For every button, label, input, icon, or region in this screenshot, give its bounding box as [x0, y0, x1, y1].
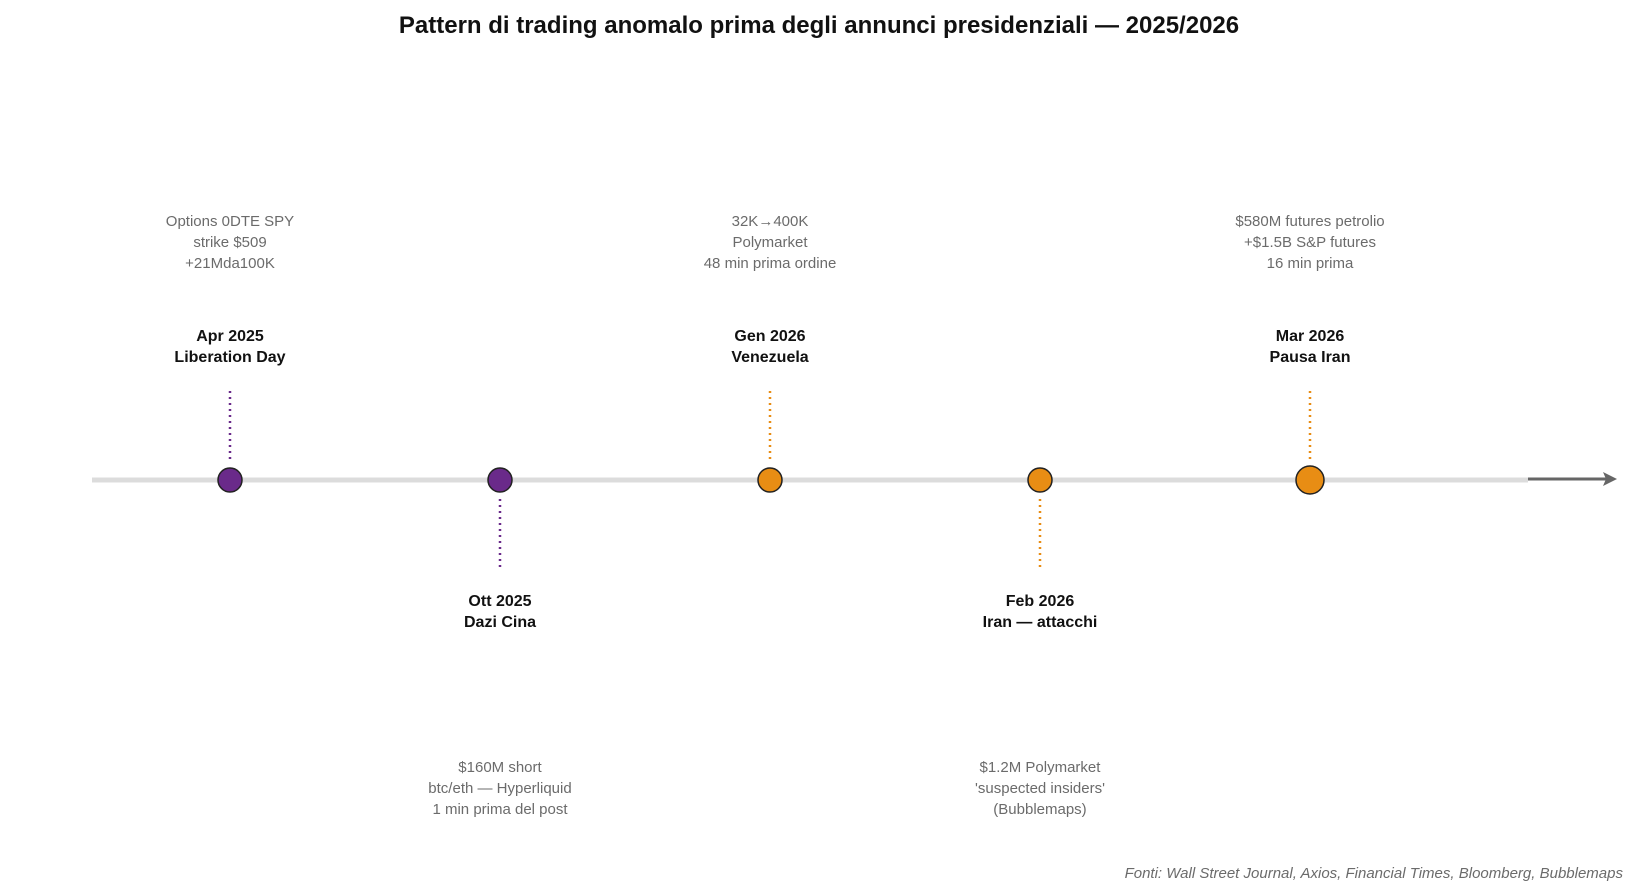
- event-detail-line: $580M futures petrolio: [1235, 213, 1384, 230]
- event-date: Ott 2025: [468, 593, 531, 610]
- event-detail-line: 1 min prima del post: [432, 801, 568, 818]
- event-date: Apr 2025: [196, 328, 264, 345]
- event-detail-line: 32K→400K: [732, 213, 809, 230]
- event-date: Gen 2026: [734, 328, 805, 345]
- event-detail-line: btc/eth — Hyperliquid: [428, 780, 571, 797]
- event-detail-line: 16 min prima: [1267, 255, 1354, 272]
- event-marker: [757, 467, 783, 493]
- events-layer: Apr 2025 Liberation Day Options 0DTE SPY st…: [166, 213, 1385, 818]
- event-pausa-iran: Mar 2026 Pausa Iran $580M futures petrolio…: [1235, 213, 1385, 495]
- event-detail-line: +21Mda100K: [185, 255, 275, 272]
- event-name: Iran — attacchi: [983, 614, 1098, 631]
- event-detail-line: Polymarket: [732, 234, 808, 251]
- event-marker: [217, 467, 243, 493]
- event-detail-line: +$1.5B S&P futures: [1244, 234, 1376, 251]
- event-name: Dazi Cina: [464, 614, 536, 631]
- event-detail-line: strike $509: [193, 234, 266, 251]
- event-name: Venezuela: [731, 349, 808, 366]
- event-detail-line: $160M short: [458, 759, 542, 776]
- event-iran-attacchi: Feb 2026 Iran — attacchi $1.2M Polymarket '…: [975, 467, 1105, 818]
- chart-title: Pattern di trading anomalo prima degli a…: [399, 12, 1239, 39]
- event-name: Pausa Iran: [1270, 349, 1351, 366]
- event-detail-line: 'suspected insiders': [975, 780, 1105, 797]
- event-detail-line: (Bubblemaps): [993, 801, 1086, 818]
- event-date: Mar 2026: [1276, 328, 1345, 345]
- event-detail-line: Options 0DTE SPY: [166, 213, 294, 230]
- timeline-arrow: [1528, 472, 1617, 486]
- event-dazi-cina: Ott 2025 Dazi Cina $160M short btc/eth — Hy…: [428, 467, 572, 818]
- event-liberation-day: Apr 2025 Liberation Day Options 0DTE SPY st…: [166, 213, 294, 493]
- event-marker: [487, 467, 513, 493]
- event-name: Liberation Day: [174, 349, 285, 366]
- source-note: Fonti: Wall Street Journal, Axios, Finan…: [1125, 865, 1624, 882]
- event-venezuela: Gen 2026 Venezuela 32K→400K Polymarket 48 mi…: [704, 213, 837, 493]
- event-marker: [1295, 465, 1325, 495]
- event-detail-line: $1.2M Polymarket: [980, 759, 1102, 776]
- event-marker: [1027, 467, 1053, 493]
- event-detail-line: 48 min prima ordine: [704, 255, 837, 272]
- event-date: Feb 2026: [1006, 593, 1075, 610]
